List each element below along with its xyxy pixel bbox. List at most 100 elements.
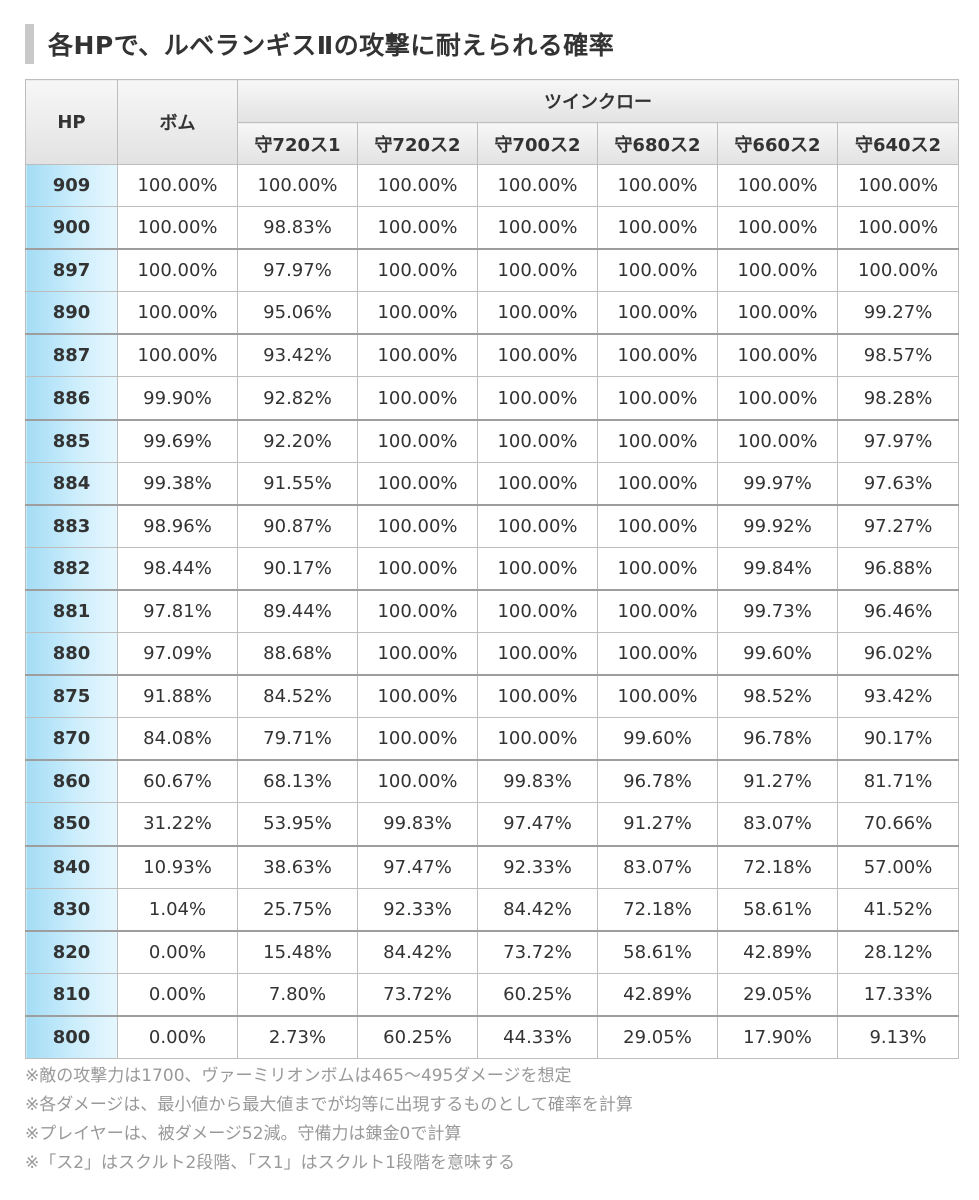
probability-cell: 100.00% <box>597 632 718 676</box>
probability-cell: 97.27% <box>836 503 960 548</box>
bomb-cell: 98.96% <box>117 503 238 548</box>
probability-cell: 100.00% <box>477 674 598 719</box>
probability-cell: 42.89% <box>717 929 838 974</box>
bomb-cell: 100.00% <box>117 163 238 208</box>
probability-cell: 25.75% <box>237 887 358 932</box>
hp-cell: 890 <box>25 291 118 335</box>
probability-cell: 44.33% <box>477 1014 598 1059</box>
table-row: 830 1.04% 25.75% 92.33% 84.42% 72.18% 58.61% 41… <box>25 887 960 932</box>
probability-cell: 100.00% <box>717 291 838 335</box>
footnote: ※「ス2」はスクルト2段階、「ス1」はスクルト1段階を意味する <box>25 1153 515 1173</box>
probability-cell: 68.13% <box>237 759 358 804</box>
probability-cell: 72.18% <box>717 844 838 889</box>
probability-cell: 100.00% <box>357 333 478 378</box>
probability-cell: 73.72% <box>477 929 598 974</box>
hp-cell: 860 <box>25 759 118 804</box>
table-row: 860 60.67% 68.13% 100.00% 99.83% 96.78% 91.27%… <box>25 759 960 804</box>
probability-cell: 73.72% <box>357 972 478 1017</box>
bomb-cell: 1.04% <box>117 887 238 932</box>
probability-cell: 79.71% <box>237 717 358 761</box>
table-row: 870 84.08% 79.71% 100.00% 100.00% 99.60% 96.78… <box>25 717 960 761</box>
probability-cell: 100.00% <box>477 291 598 335</box>
probability-cell: 42.89% <box>597 972 718 1017</box>
probability-cell: 89.44% <box>237 588 358 634</box>
probability-cell: 100.00% <box>597 333 718 378</box>
table-row: 820 0.00% 15.48% 84.42% 73.72% 58.61% 42.89% 28… <box>25 929 960 974</box>
probability-cell: 41.52% <box>836 887 960 932</box>
bomb-column-header: ボム <box>117 79 238 165</box>
probability-cell: 99.92% <box>717 503 838 548</box>
probability-cell: 92.20% <box>237 418 358 463</box>
hp-cell: 820 <box>25 929 118 974</box>
bomb-cell: 0.00% <box>117 929 238 974</box>
probability-cell: 100.00% <box>597 248 718 293</box>
probability-cell: 100.00% <box>357 588 478 634</box>
probability-cell: 100.00% <box>357 461 478 506</box>
twin-claw-subheader: 守640ス2 <box>836 122 960 165</box>
table-row: 886 99.90% 92.82% 100.00% 100.00% 100.00% 100.… <box>25 376 960 421</box>
probability-cell: 100.00% <box>597 674 718 719</box>
footnote: ※プレイヤーは、被ダメージ52減。守備力は錬金0で計算 <box>25 1124 462 1144</box>
probability-cell: 98.52% <box>717 674 838 719</box>
table-row: 909 100.00% 100.00% 100.00% 100.00% 100.00% 10… <box>25 163 960 208</box>
probability-cell: 38.63% <box>237 844 358 889</box>
probability-cell: 100.00% <box>477 376 598 421</box>
bomb-cell: 97.81% <box>117 588 238 634</box>
probability-cell: 91.27% <box>717 759 838 804</box>
page-title: 各HPで、ルベランギスⅡの攻撃に耐えられる確率 <box>48 31 615 60</box>
probability-cell: 83.07% <box>597 844 718 889</box>
table-row: 885 99.69% 92.20% 100.00% 100.00% 100.00% 100.… <box>25 418 960 463</box>
probability-cell: 100.00% <box>717 376 838 421</box>
probability-cell: 72.18% <box>597 887 718 932</box>
table-row: 890 100.00% 95.06% 100.00% 100.00% 100.00% 100… <box>25 291 960 335</box>
bomb-cell: 100.00% <box>117 291 238 335</box>
probability-cell: 100.00% <box>357 717 478 761</box>
probability-cell: 100.00% <box>717 248 838 293</box>
probability-cell: 100.00% <box>477 163 598 208</box>
probability-cell: 100.00% <box>597 546 718 591</box>
probability-cell: 100.00% <box>597 291 718 335</box>
hp-cell: 881 <box>25 588 118 634</box>
probability-cell: 96.78% <box>717 717 838 761</box>
hp-cell: 909 <box>25 163 118 208</box>
bomb-cell: 0.00% <box>117 972 238 1017</box>
table-row: 840 10.93% 38.63% 97.47% 92.33% 83.07% 72.18% 5… <box>25 844 960 889</box>
probability-cell: 100.00% <box>597 588 718 634</box>
hp-cell: 886 <box>25 376 118 421</box>
bomb-cell: 91.88% <box>117 674 238 719</box>
bomb-cell: 99.38% <box>117 461 238 506</box>
probability-cell: 83.07% <box>717 802 838 846</box>
probability-cell: 100.00% <box>477 206 598 250</box>
hp-cell: 897 <box>25 248 118 293</box>
table-row: 897 100.00% 97.97% 100.00% 100.00% 100.00% 100… <box>25 248 960 293</box>
probability-cell: 93.42% <box>836 674 960 719</box>
probability-cell: 100.00% <box>357 759 478 804</box>
probability-cell: 99.60% <box>597 717 718 761</box>
probability-cell: 100.00% <box>477 248 598 293</box>
probability-cell: 100.00% <box>357 503 478 548</box>
probability-cell: 98.28% <box>836 376 960 421</box>
hp-cell: 830 <box>25 887 118 932</box>
table-header: HP ボム ツインクロー 守720ス1 守720ス2 守700ス2 守680ス2 守66… <box>25 79 960 165</box>
twin-claw-group-header: ツインクロー <box>236 79 960 123</box>
hp-cell: 840 <box>25 844 118 889</box>
probability-cell: 93.42% <box>237 333 358 378</box>
probability-cell: 100.00% <box>357 291 478 335</box>
table-row: 882 98.44% 90.17% 100.00% 100.00% 100.00% 99.8… <box>25 546 960 591</box>
bomb-cell: 99.90% <box>117 376 238 421</box>
hp-cell: 883 <box>25 503 118 548</box>
probability-cell: 100.00% <box>597 461 718 506</box>
probability-cell: 98.57% <box>836 333 960 378</box>
twin-claw-subheader: 守720ス2 <box>357 122 478 165</box>
title-accent-bar <box>25 24 34 64</box>
hp-cell: 882 <box>25 546 118 591</box>
hp-cell: 875 <box>25 674 118 719</box>
probability-cell: 100.00% <box>477 717 598 761</box>
probability-cell: 57.00% <box>836 844 960 889</box>
bomb-cell: 98.44% <box>117 546 238 591</box>
probability-cell: 100.00% <box>477 503 598 548</box>
probability-cell: 7.80% <box>237 972 358 1017</box>
probability-cell: 92.33% <box>477 844 598 889</box>
bomb-cell: 84.08% <box>117 717 238 761</box>
hp-cell: 900 <box>25 206 118 250</box>
